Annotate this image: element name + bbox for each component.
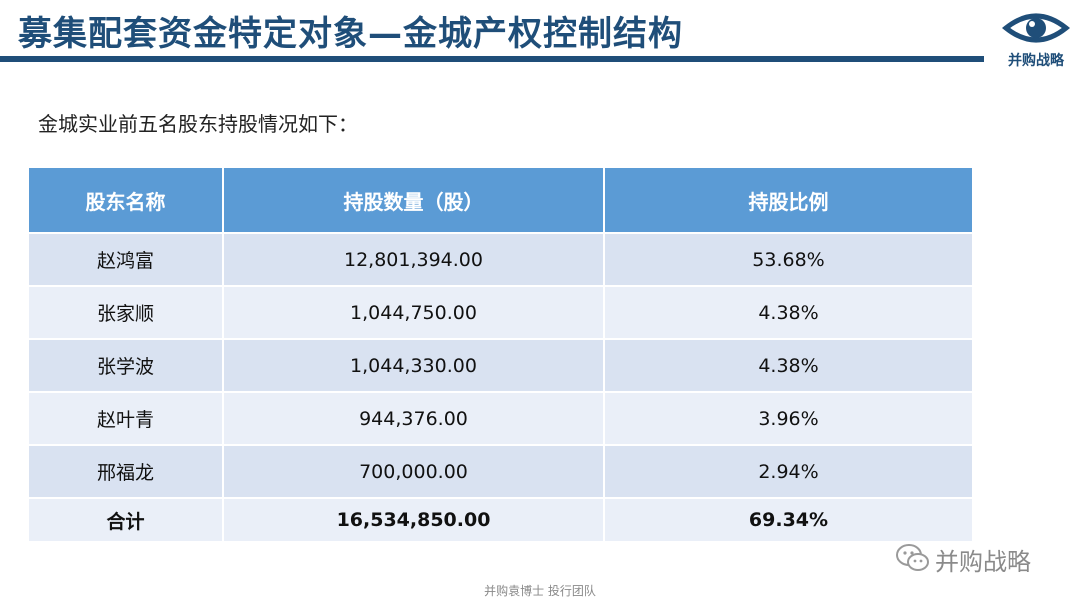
- brand-logo: 并购战略: [996, 8, 1076, 70]
- cell-name: 赵叶青: [29, 391, 224, 445]
- cell-ratio: 2.94%: [604, 444, 972, 498]
- cell-shares: 1,044,750.00: [223, 285, 605, 339]
- shareholder-table: 股东名称 持股数量（股） 持股比例 赵鸿富 12,801,394.00 53.6…: [29, 168, 972, 541]
- column-header-ratio: 持股比例: [604, 168, 972, 233]
- table-row: 张家顺 1,044,750.00 4.38%: [29, 285, 972, 339]
- cell-name: 张学波: [29, 338, 224, 392]
- cell-shares: 1,044,330.00: [223, 338, 605, 392]
- title-underline: [0, 56, 984, 62]
- cell-shares: 700,000.00: [223, 444, 605, 498]
- footer-text: 并购袁博士 投行团队: [484, 584, 596, 598]
- table-row: 赵鸿富 12,801,394.00 53.68%: [29, 232, 972, 286]
- cell-name: 邢福龙: [29, 444, 224, 498]
- cell-ratio: 53.68%: [604, 232, 972, 286]
- column-header-name: 股东名称: [29, 168, 224, 233]
- table-row: 张学波 1,044,330.00 4.38%: [29, 338, 972, 392]
- cell-shares: 12,801,394.00: [223, 232, 605, 286]
- eye-icon: [1001, 13, 1071, 43]
- table-row: 邢福龙 700,000.00 2.94%: [29, 444, 972, 498]
- total-ratio: 69.34%: [604, 497, 972, 541]
- total-shares: 16,534,850.00: [223, 497, 605, 541]
- watermark-text: 并购战略: [935, 548, 1031, 576]
- table-row: 赵叶青 944,376.00 3.96%: [29, 391, 972, 445]
- logo-text: 并购战略: [1008, 53, 1064, 69]
- wechat-icon: [896, 544, 929, 571]
- cell-name: 张家顺: [29, 285, 224, 339]
- intro-text: 金城实业前五名股东持股情况如下：: [38, 112, 358, 136]
- cell-name: 赵鸿富: [29, 232, 224, 286]
- slide-title: 募集配套资金特定对象—金城产权控制结构: [18, 14, 683, 54]
- cell-ratio: 3.96%: [604, 391, 972, 445]
- wechat-watermark: 并购战略: [893, 540, 1063, 576]
- total-label: 合计: [29, 497, 224, 541]
- cell-ratio: 4.38%: [604, 285, 972, 339]
- table-total-row: 合计 16,534,850.00 69.34%: [29, 497, 972, 541]
- column-header-shares: 持股数量（股）: [223, 168, 605, 233]
- cell-shares: 944,376.00: [223, 391, 605, 445]
- table-header-row: 股东名称 持股数量（股） 持股比例: [29, 168, 972, 233]
- cell-ratio: 4.38%: [604, 338, 972, 392]
